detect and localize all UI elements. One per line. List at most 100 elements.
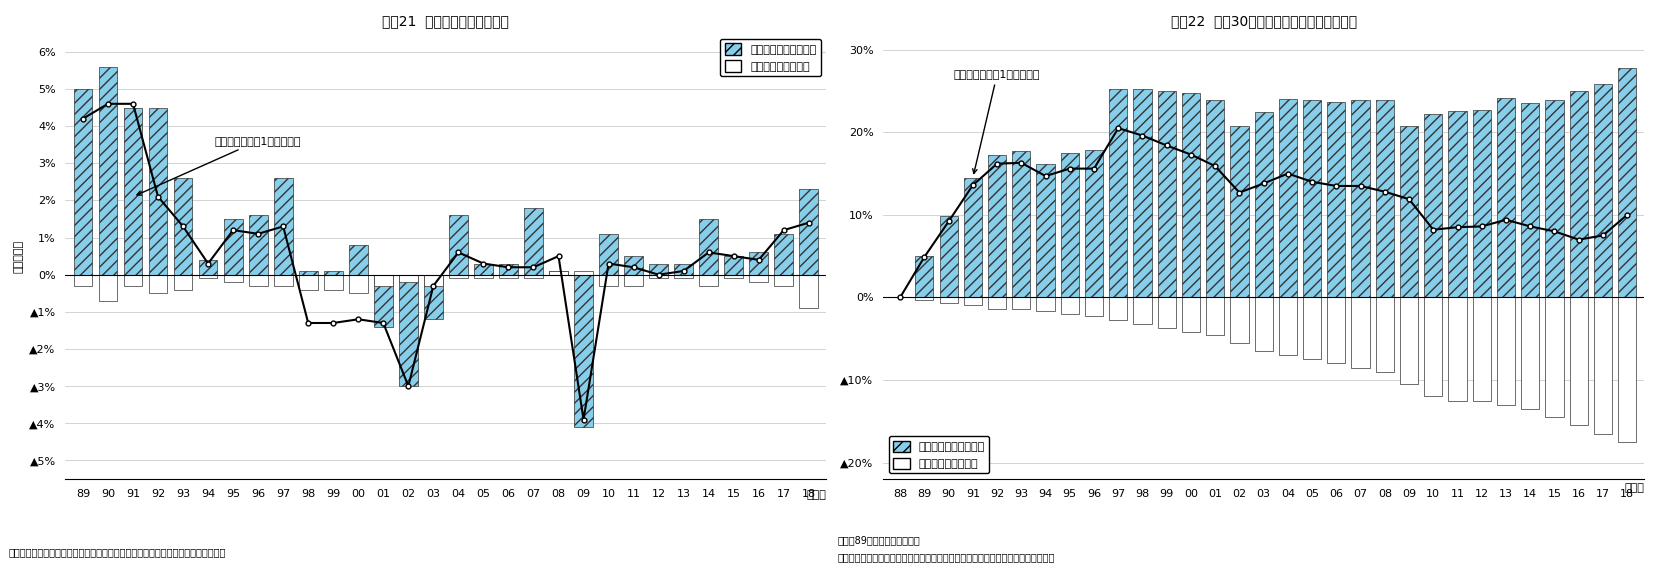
Bar — [399, 275, 418, 386]
Bar — [915, 297, 933, 300]
Bar — [1254, 112, 1273, 297]
Bar — [199, 275, 217, 279]
Bar — [1012, 151, 1029, 297]
Bar — [1133, 89, 1152, 297]
Text: （年）: （年） — [1624, 483, 1644, 493]
Bar — [1109, 89, 1127, 297]
Bar — [499, 264, 517, 275]
Bar — [273, 275, 292, 286]
Bar — [1617, 68, 1635, 297]
Bar — [1423, 297, 1442, 396]
Bar — [1205, 100, 1223, 297]
Bar — [149, 275, 167, 293]
Text: （年）: （年） — [805, 490, 825, 500]
Bar — [988, 155, 1006, 297]
Title: 図表21  賃金上昇率の要因分解: 図表21 賃金上昇率の要因分解 — [383, 14, 509, 28]
Bar — [573, 271, 593, 275]
Bar — [915, 256, 933, 297]
Bar — [940, 216, 958, 297]
Bar — [598, 275, 618, 286]
Bar — [724, 256, 742, 275]
Bar — [1205, 297, 1223, 335]
Bar — [199, 260, 217, 275]
Bar — [1060, 297, 1079, 314]
Bar — [1302, 297, 1321, 359]
Bar — [623, 256, 643, 275]
Bar — [374, 275, 393, 286]
Bar — [1254, 297, 1273, 351]
Bar — [1519, 103, 1538, 297]
Text: （資料）厚生労働省「毎月勤労統計」、総務省統計局「労働力調査（詳細結果）」: （資料）厚生労働省「毎月勤労統計」、総務省統計局「労働力調査（詳細結果）」 — [837, 552, 1054, 562]
Bar — [940, 297, 958, 303]
Bar — [1350, 297, 1369, 368]
Bar — [298, 271, 318, 275]
Text: （資料）厚生労働省「毎月勤労統計」、総務省統計局「労働力調査（詳細結果）」: （資料）厚生労働省「毎月勤労統計」、総務省統計局「労働力調査（詳細結果）」 — [8, 546, 225, 557]
Bar — [1036, 164, 1054, 297]
Bar — [1544, 297, 1563, 417]
Bar — [1109, 297, 1127, 320]
Bar — [1471, 110, 1490, 297]
Legend: 労働者賃金上昇率要因, 非正規雇用比率要因: 労働者賃金上昇率要因, 非正規雇用比率要因 — [719, 39, 820, 76]
Bar — [1569, 297, 1587, 425]
Bar — [474, 275, 492, 279]
Bar — [149, 107, 167, 275]
Bar — [988, 297, 1006, 309]
Y-axis label: （前年比）: （前年比） — [13, 240, 23, 273]
Bar — [124, 107, 143, 275]
Bar — [724, 275, 742, 279]
Bar — [474, 264, 492, 275]
Bar — [1157, 91, 1175, 297]
Bar — [249, 275, 267, 286]
Bar — [1519, 297, 1538, 409]
Bar — [524, 275, 542, 279]
Bar — [799, 189, 817, 275]
Bar — [424, 275, 442, 319]
Title: 図表22  平成30年間の賃金上昇率の要因分解: 図表22 平成30年間の賃金上昇率の要因分解 — [1170, 14, 1355, 28]
Bar — [1375, 100, 1394, 297]
Bar — [1157, 297, 1175, 328]
Bar — [674, 275, 693, 279]
Bar — [298, 275, 318, 289]
Bar — [1350, 100, 1369, 297]
Bar — [598, 234, 618, 275]
Text: （注）89年からの累積変化幅: （注）89年からの累積変化幅 — [837, 535, 920, 545]
Bar — [424, 275, 442, 286]
Bar — [1302, 100, 1321, 297]
Bar — [1423, 114, 1442, 297]
Bar — [73, 89, 93, 275]
Bar — [573, 275, 593, 427]
Bar — [749, 252, 767, 275]
Bar — [323, 271, 343, 275]
Bar — [1084, 150, 1102, 297]
Bar — [650, 264, 668, 275]
Bar — [1084, 297, 1102, 316]
Bar — [1327, 297, 1344, 364]
Bar — [548, 271, 568, 275]
Bar — [963, 178, 981, 297]
Bar — [1229, 297, 1248, 343]
Bar — [699, 219, 717, 275]
Bar — [174, 275, 192, 289]
Bar — [1181, 297, 1200, 332]
Bar — [374, 275, 393, 327]
Bar — [1278, 297, 1296, 355]
Bar — [1496, 297, 1514, 405]
Bar — [749, 275, 767, 282]
Bar — [1592, 83, 1611, 297]
Bar — [524, 208, 542, 275]
Bar — [1229, 126, 1248, 297]
Bar — [348, 245, 368, 275]
Bar — [1327, 102, 1344, 297]
Text: 現金給与総額（1人当たり）: 現金給与総額（1人当たり） — [138, 136, 302, 195]
Bar — [963, 297, 981, 305]
Bar — [699, 275, 717, 286]
Bar — [499, 275, 517, 279]
Bar — [1399, 126, 1417, 297]
Bar — [674, 264, 693, 275]
Bar — [1569, 91, 1587, 297]
Text: 現金給与総額（1人当たり）: 現金給与総額（1人当たり） — [953, 70, 1039, 174]
Bar — [1036, 297, 1054, 311]
Bar — [1617, 297, 1635, 442]
Bar — [1375, 297, 1394, 372]
Bar — [1448, 297, 1466, 401]
